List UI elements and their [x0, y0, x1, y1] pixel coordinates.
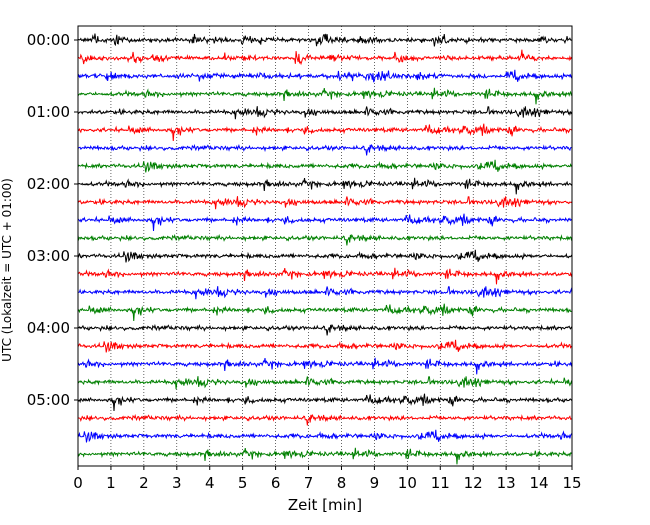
x-tick-label: 9: [370, 474, 380, 492]
trace-line: [77, 429, 573, 443]
y-tick-label: 05:00: [27, 391, 70, 409]
trace-line: [77, 233, 573, 246]
trace-line: [77, 33, 573, 47]
trace-line: [77, 413, 573, 426]
trace-line: [77, 303, 573, 322]
trace-line: [77, 49, 573, 66]
trace-line: [77, 323, 573, 336]
x-tick-label: 10: [398, 474, 417, 492]
x-tick-label: 8: [337, 474, 347, 492]
x-tick-label: 0: [73, 474, 83, 492]
x-axis-ticks: 0 1 2 3 4 5 6 7 8 9 10 11 12 13 14 15: [73, 466, 582, 492]
trace-line: [77, 447, 573, 465]
x-axis-label: Zeit [min]: [288, 496, 362, 514]
trace-line: [77, 213, 573, 232]
trace-line: [77, 159, 573, 173]
trace-line: [77, 123, 573, 142]
trace-line: [77, 267, 573, 285]
x-tick-label: 13: [497, 474, 516, 492]
trace-line: [77, 196, 573, 210]
x-tick-label: 4: [205, 474, 215, 492]
x-tick-label: 2: [139, 474, 149, 492]
y-tick-label: 04:00: [27, 319, 70, 337]
trace-line: [77, 249, 573, 263]
x-tick-label: 3: [172, 474, 182, 492]
trace-line: [77, 143, 573, 156]
x-tick-label: 6: [271, 474, 281, 492]
x-tick-label: 14: [530, 474, 549, 492]
x-tick-label: 1: [106, 474, 116, 492]
x-tick-label: 12: [464, 474, 483, 492]
y-axis-ticks: 00:00 01:00 02:00 03:00 04:00 05:00: [27, 31, 78, 409]
trace-line: [77, 376, 573, 390]
trace-line: [77, 106, 573, 120]
trace-line: [77, 87, 573, 105]
x-tick-label: 15: [562, 474, 581, 492]
grid-lines: [110, 26, 540, 466]
x-tick-label: 7: [304, 474, 314, 492]
trace-line: [77, 357, 573, 375]
trace-line: [77, 177, 573, 195]
y-tick-label: 02:00: [27, 175, 70, 193]
x-tick-label: 11: [431, 474, 450, 492]
y-tick-label: 03:00: [27, 247, 70, 265]
y-tick-label: 01:00: [27, 103, 70, 121]
y-axis-label: UTC (Lokalzeit = UTC + 01:00): [0, 178, 14, 362]
trace-line: [77, 69, 573, 83]
y-tick-label: 00:00: [27, 31, 70, 49]
plot-frame: [77, 25, 573, 467]
trace-line: [77, 339, 573, 353]
traces: [77, 33, 573, 465]
x-tick-label: 5: [238, 474, 248, 492]
trace-line: [77, 393, 573, 412]
trace-line: [77, 286, 573, 300]
